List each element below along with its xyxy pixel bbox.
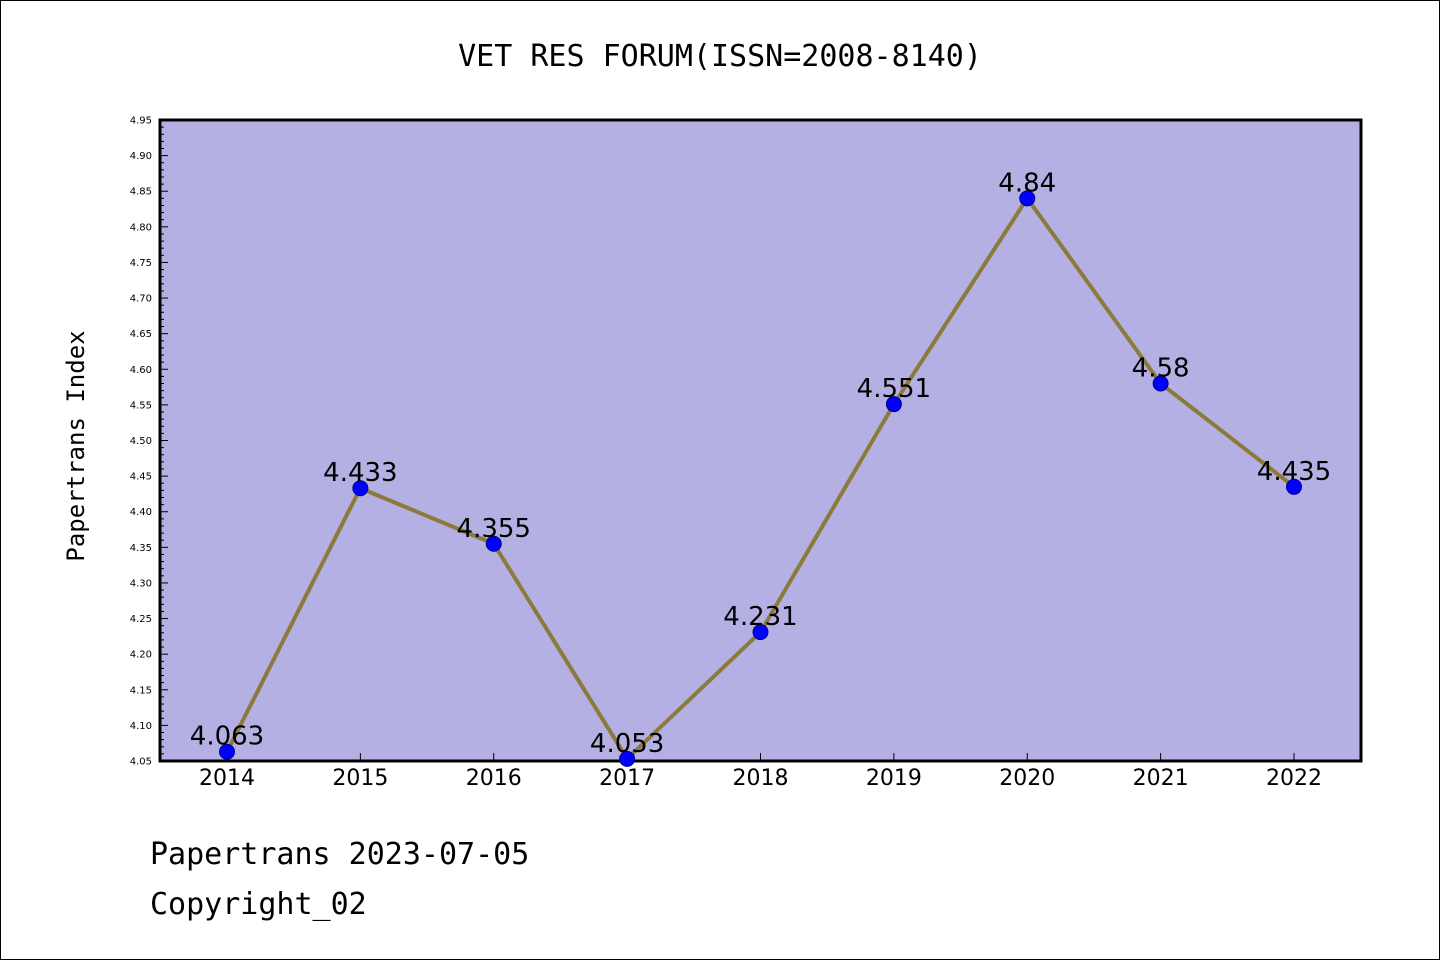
data-point: [1019, 190, 1036, 207]
y-tick-label: 4.55: [130, 400, 152, 411]
data-point: [219, 743, 235, 760]
y-tick-label: 4.85: [130, 187, 152, 198]
data-point: [885, 396, 902, 413]
y-tick-label: 4.05: [130, 757, 152, 768]
x-tick-label: 2019: [866, 766, 922, 791]
y-axis-label: Papertrans Index: [62, 330, 90, 561]
data-point: [1152, 375, 1169, 392]
footer-copyright: Copyright_02: [150, 887, 367, 922]
x-tick-label: 2018: [733, 766, 789, 791]
y-tick-label: 4.25: [130, 614, 152, 625]
x-tick-label: 2016: [466, 766, 522, 791]
y-tick-label: 4.65: [130, 329, 152, 340]
x-tick-label: 2014: [199, 766, 255, 791]
data-point: [352, 480, 369, 497]
x-tick-label: 2021: [1133, 766, 1189, 791]
y-tick-label: 4.45: [130, 472, 152, 483]
data-label: 4.58: [1132, 354, 1190, 384]
series-group: 4.063 4.433 4.355 4.053 4.231 4.551 4.84 4.58 4.…: [190, 168, 1331, 767]
data-label: 4.84: [998, 168, 1056, 198]
y-tick-label: 4.50: [130, 436, 152, 447]
y-tick-label: 4.90: [130, 151, 152, 162]
y-tick-label: 4.20: [130, 650, 152, 661]
data-label: 4.355: [457, 514, 531, 544]
data-label: 4.063: [190, 722, 264, 752]
data-label: 4.551: [857, 374, 931, 404]
y-tick-label: 4.35: [130, 543, 152, 554]
footer-date: Papertrans 2023-07-05: [150, 837, 529, 872]
chart-title: VET RES FORUM(ISSN=2008-8140): [458, 39, 982, 74]
data-point: [485, 535, 502, 552]
data-point: [752, 624, 769, 641]
y-tick-label: 4.30: [130, 578, 152, 589]
data-label: 4.433: [323, 458, 397, 488]
y-tick-label: 4.75: [130, 258, 152, 269]
y-axis: 4.05 4.10 4.15 4.20 4.25 4.30 4.35 4.40 4.45 4.50…: [130, 116, 168, 768]
y-tick-label: 4.80: [130, 222, 152, 233]
y-tick-label: 4.10: [130, 721, 152, 732]
y-tick-label: 4.70: [130, 294, 152, 305]
data-label: 4.231: [723, 602, 797, 632]
data-label: 4.053: [590, 729, 664, 759]
x-tick-label: 2017: [599, 766, 655, 791]
data-label: 4.435: [1257, 457, 1331, 487]
y-tick-label: 4.40: [130, 507, 152, 518]
data-point: [619, 750, 636, 767]
y-tick-label: 4.15: [130, 685, 152, 696]
data-point: [1286, 478, 1302, 495]
x-axis: 2014 2015 2016 2017 2018 2019 2020 2021 2022: [199, 753, 1322, 791]
y-tick-label: 4.95: [130, 116, 152, 127]
x-tick-label: 2022: [1266, 766, 1322, 791]
x-tick-label: 2015: [332, 766, 388, 791]
y-tick-label: 4.60: [130, 365, 152, 376]
x-tick-label: 2020: [999, 766, 1055, 791]
plot-area: [158, 118, 1363, 763]
